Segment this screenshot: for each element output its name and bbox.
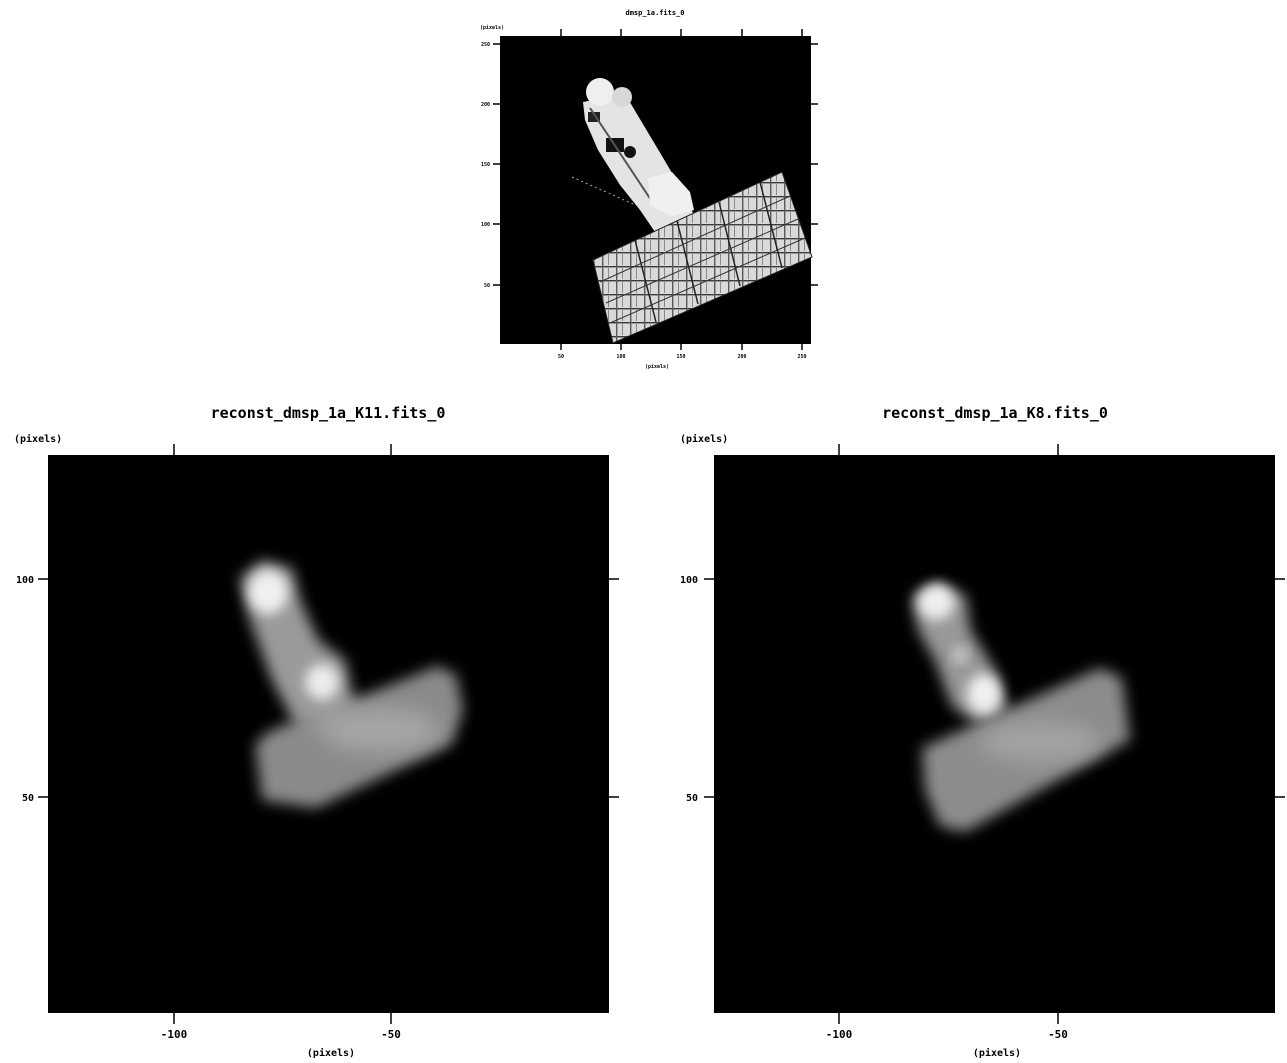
top-panel-title: dmsp_1a.fits_0 (625, 9, 684, 17)
left-panel-title: reconst_dmsp_1a_K11.fits_0 (211, 404, 446, 422)
right-panel-ticks (704, 444, 1285, 1024)
left-panel-x-unit: (pixels) (307, 1047, 355, 1059)
satellite-bus (571, 78, 700, 238)
right-panel-title: reconst_dmsp_1a_K8.fits_0 (882, 404, 1108, 422)
right-panel-x-unit: (pixels) (973, 1047, 1021, 1059)
left-x-tick-label: -50 (381, 1028, 401, 1041)
top-panel-y-unit: (pixels) (480, 25, 504, 31)
top-x-tick-label: 50 (558, 354, 564, 360)
top-y-tick-label: 250 (481, 42, 490, 48)
top-y-tick-label: 150 (481, 162, 490, 168)
right-panel: reconst_dmsp_1a_K8.fits_0 (pixels) 100 5… (680, 404, 1285, 1059)
left-panel-y-unit: (pixels) (14, 433, 62, 445)
top-y-tick-label: 200 (481, 102, 490, 108)
top-x-tick-label: 200 (737, 354, 746, 360)
left-panel-ticks (38, 444, 619, 1024)
right-x-tick-label: -50 (1048, 1028, 1068, 1041)
top-x-tick-label: 150 (676, 354, 685, 360)
left-panel: reconst_dmsp_1a_K11.fits_0 (pixels) 100 … (14, 404, 619, 1059)
top-y-tick-label: 100 (481, 222, 490, 228)
top-x-tick-label: 100 (616, 354, 625, 360)
right-y-tick-label: 100 (680, 575, 698, 586)
left-y-tick-label: 50 (22, 793, 34, 804)
right-x-tick-label: -100 (826, 1028, 853, 1041)
left-reconstruction-blob (240, 560, 463, 808)
right-y-tick-label: 50 (686, 793, 698, 804)
top-y-tick-label: 50 (484, 283, 490, 289)
top-panel-x-unit: (pixels) (645, 364, 669, 370)
top-panel: dmsp_1a.fits_0 (pixels) (480, 9, 818, 370)
top-panel-ticks (493, 29, 818, 350)
left-y-tick-label: 100 (16, 575, 34, 586)
right-panel-y-unit: (pixels) (680, 433, 728, 445)
right-reconstruction-blob (912, 584, 1130, 832)
solar-array (592, 171, 813, 344)
left-x-tick-label: -100 (161, 1028, 188, 1041)
top-x-tick-label: 250 (797, 354, 806, 360)
